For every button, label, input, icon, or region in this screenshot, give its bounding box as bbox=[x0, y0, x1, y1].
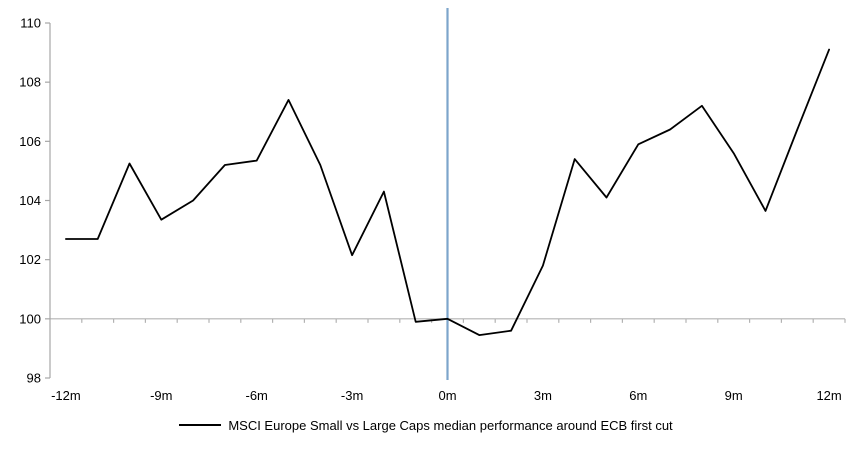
x-tick-label: 6m bbox=[629, 388, 647, 403]
x-tick-label: 9m bbox=[725, 388, 743, 403]
series-line bbox=[65, 48, 830, 337]
y-tick-label: 108 bbox=[19, 75, 41, 90]
y-tick-label: 102 bbox=[19, 252, 41, 267]
x-tick-label: 12m bbox=[816, 388, 841, 403]
y-tick-label: 110 bbox=[20, 16, 41, 31]
legend: MSCI Europe Small vs Large Caps median p… bbox=[0, 414, 852, 436]
x-tick-label: -3m bbox=[341, 388, 363, 403]
y-tick-label: 104 bbox=[19, 193, 41, 208]
x-tick-label: -9m bbox=[150, 388, 172, 403]
x-tick-label: -6m bbox=[246, 388, 268, 403]
y-axis: 98 100 102 104 106 108 110 bbox=[19, 16, 51, 386]
legend-line-sample-icon bbox=[179, 423, 222, 427]
legend-series-label: MSCI Europe Small vs Large Caps median p… bbox=[228, 417, 673, 433]
x-tick-label: 0m bbox=[438, 388, 456, 403]
y-tick-label: 100 bbox=[19, 311, 41, 326]
y-tick-label: 106 bbox=[19, 134, 41, 149]
x-tick-label: -12m bbox=[51, 388, 81, 403]
x-tick-label: 3m bbox=[534, 388, 552, 403]
y-tick-label: 98 bbox=[27, 371, 41, 386]
x-axis-labels: -12m -9m -6m -3m 0m 3m 6m 9m 12m bbox=[51, 388, 842, 403]
